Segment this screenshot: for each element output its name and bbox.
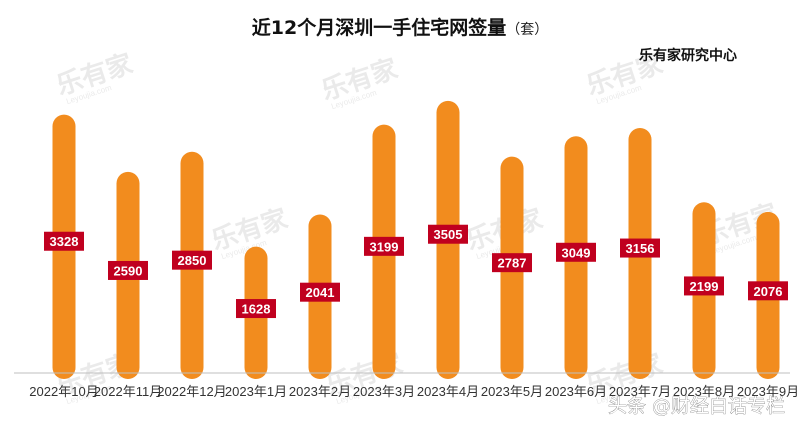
value-label: 2199 (690, 279, 719, 294)
x-tick-label: 2023年4月 (417, 384, 479, 399)
value-label-bg (620, 238, 660, 258)
x-tick-label: 2022年10月 (29, 384, 98, 399)
value-label: 3049 (562, 245, 591, 260)
value-label: 2850 (178, 253, 207, 268)
source-label: 乐有家研究中心 (639, 47, 737, 64)
x-tick-label: 2023年3月 (353, 384, 415, 399)
value-label: 3505 (434, 227, 463, 242)
credit-watermark: 头条 @财经白话专栏 (608, 395, 785, 417)
value-label-bg (428, 224, 468, 244)
value-label: 2787 (498, 256, 527, 271)
value-label-bg (172, 250, 212, 270)
value-label: 1628 (242, 302, 271, 317)
value-label: 3328 (50, 234, 79, 249)
bars-group: 3328 2590 2850 1628 2041 3199 3505 2787 3049 3156… (44, 100, 788, 380)
value-label-bg (684, 276, 724, 296)
value-label-bg (108, 260, 148, 280)
value-label-bg (44, 231, 84, 251)
value-label: 2076 (754, 284, 783, 299)
value-label: 3199 (370, 239, 399, 254)
x-tick-label: 2023年9月 (737, 384, 799, 399)
x-tick-label: 2022年11月 (94, 384, 162, 399)
value-label-bg (492, 253, 532, 273)
x-tick-label: 2023年2月 (289, 384, 351, 399)
value-label-bg (300, 282, 340, 302)
value-label-bg (556, 242, 596, 262)
x-tick-label: 2022年12月 (157, 384, 226, 399)
value-label-bg (364, 236, 404, 256)
x-tick-label: 2023年1月 (225, 384, 287, 399)
x-tick-label: 2023年7月 (609, 384, 671, 399)
value-label: 3156 (626, 241, 655, 256)
x-tick-label: 2023年5月 (481, 384, 543, 399)
x-tick-label: 2023年6月 (545, 384, 607, 399)
x-tick-label: 2023年8月 (673, 384, 735, 399)
value-label-bg (748, 281, 788, 301)
value-label-bg (236, 299, 276, 319)
value-label: 2590 (114, 263, 143, 278)
chart-title: 近12个月深圳一手住宅网签量（套） (252, 16, 548, 39)
value-label: 2041 (306, 285, 335, 300)
